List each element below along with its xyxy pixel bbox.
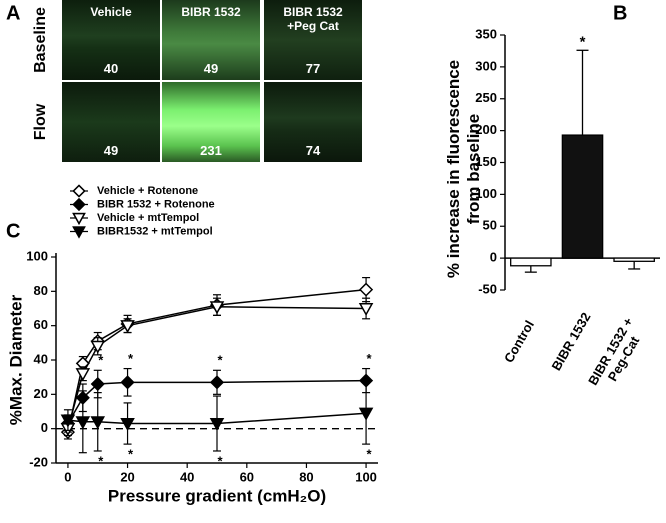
x-tick-label: 0 xyxy=(64,469,71,484)
y-tick-label: 80 xyxy=(34,283,48,298)
column-label: Vehicle xyxy=(90,5,132,19)
marker xyxy=(209,375,225,390)
y-tick-label: 350 xyxy=(475,26,497,41)
micrograph: 231 xyxy=(162,82,260,162)
y-axis-label: %Max. Diameter xyxy=(6,294,25,425)
y-tick-label: 20 xyxy=(34,386,48,401)
marker xyxy=(358,302,374,317)
bar xyxy=(561,134,604,259)
column-label: BIBR 1532 xyxy=(181,5,241,19)
marker xyxy=(90,416,106,430)
legend-marker xyxy=(72,197,86,212)
legend-label: Vehicle + mtTempol xyxy=(97,212,199,224)
marker xyxy=(209,417,225,432)
y-tick-label: 50 xyxy=(483,218,497,233)
panel-label: A xyxy=(6,2,20,24)
x-tick-label: 40 xyxy=(180,469,194,484)
y-tick-label: 0 xyxy=(41,420,48,435)
line xyxy=(67,306,367,429)
intensity-value: 77 xyxy=(305,61,321,76)
x-tick-label: 100 xyxy=(355,469,377,484)
legend-label: BIBR 1532 + Rotenone xyxy=(97,198,215,210)
marker xyxy=(75,416,91,430)
y-tick-label: 150 xyxy=(475,154,497,169)
marker xyxy=(90,376,105,392)
marker xyxy=(209,301,225,315)
intensity-value: 40 xyxy=(103,61,119,76)
y-tick-label: -20 xyxy=(29,454,48,469)
row-label: Baseline xyxy=(32,7,49,73)
significance-mark: * xyxy=(128,447,134,462)
legend-label: Vehicle + Rotenone xyxy=(97,185,198,197)
y-tick-label: 100 xyxy=(26,248,48,263)
row-label: Flow xyxy=(32,103,49,141)
legend-marker xyxy=(72,212,86,226)
micrograph: Vehicle 40 xyxy=(62,0,160,80)
marker xyxy=(60,414,76,428)
significance-mark: * xyxy=(367,351,373,366)
marker xyxy=(359,282,374,297)
marker xyxy=(75,368,91,382)
marker xyxy=(90,340,106,354)
marker xyxy=(120,320,135,334)
significance-mark: * xyxy=(580,33,586,50)
panel-label: C xyxy=(6,220,20,242)
marker xyxy=(358,407,374,421)
intensity-value: 74 xyxy=(305,143,321,158)
x-tick-label: 20 xyxy=(120,469,134,484)
significance-mark: * xyxy=(217,353,223,368)
significance-mark: * xyxy=(128,351,134,366)
legend-marker xyxy=(72,184,86,198)
micrograph: 74 xyxy=(264,82,362,162)
micrograph: BIBR 1532 +Peg Cat 77 xyxy=(264,0,362,80)
intensity-value: 49 xyxy=(203,61,219,76)
significance-mark: * xyxy=(98,453,104,468)
legend-label: BIBR1532 + mtTempol xyxy=(97,225,213,237)
marker xyxy=(120,375,135,390)
significance-mark: * xyxy=(217,453,223,468)
bar xyxy=(613,257,655,262)
micrograph: BIBR 1532 49 xyxy=(162,0,260,80)
x-tick-label: 80 xyxy=(299,469,313,484)
y-tick-label: -50 xyxy=(478,281,497,296)
legend-marker xyxy=(72,226,86,239)
intensity-value: 49 xyxy=(103,143,119,158)
y-tick-label: 0 xyxy=(490,250,497,265)
significance-mark: * xyxy=(367,447,373,462)
panel-label: B xyxy=(613,2,627,24)
micrograph: 49 xyxy=(62,82,160,162)
marker xyxy=(120,417,135,432)
y-axis-label: % increase in fluorescence from baseline xyxy=(444,59,483,279)
bar xyxy=(510,257,552,267)
x-tick-label: 60 xyxy=(240,469,254,484)
x-axis-label: Pressure gradient (cmH₂O) xyxy=(108,486,326,505)
y-tick-label: 60 xyxy=(34,317,48,332)
significance-mark: * xyxy=(98,353,104,368)
y-tick-label: 300 xyxy=(475,58,497,73)
y-tick-label: 40 xyxy=(34,351,48,366)
y-tick-label: 100 xyxy=(475,186,497,201)
y-tick-label: 200 xyxy=(475,122,497,137)
y-tick-label: 250 xyxy=(475,90,497,105)
column-label: BIBR 1532 +Peg Cat xyxy=(283,5,343,33)
intensity-value: 231 xyxy=(200,143,222,158)
